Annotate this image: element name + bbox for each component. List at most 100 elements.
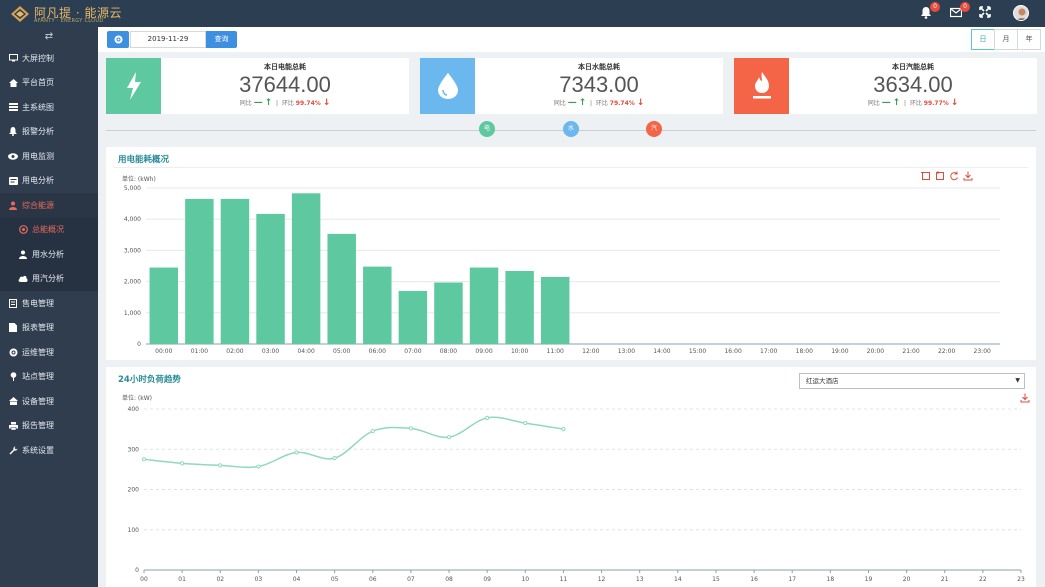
sidebar-item-main-diagram[interactable]: 主系统图 (0, 95, 98, 120)
bar (220, 198, 250, 344)
timeline-node-water[interactable]: 水 (563, 121, 579, 137)
pin-icon (8, 372, 18, 382)
electric-summary-card: 本日电能总耗 37644.00 同比 — ↑ | 环比 99.74% ↓ (106, 58, 409, 114)
x-tick-label: 05:00 (333, 348, 350, 355)
sidebar-toggle[interactable]: ⇄ (0, 27, 98, 46)
y-tick-label: 3,000 (124, 247, 141, 254)
date-input[interactable]: 2019-11-29 (130, 31, 206, 48)
tab-year[interactable]: 年 (1017, 29, 1041, 50)
card-title: 本日水能总耗 (578, 63, 620, 71)
bar (505, 270, 534, 344)
sidebar-item-site-management[interactable]: 站点管理 (0, 365, 98, 390)
zoom-reset-icon[interactable] (935, 171, 945, 181)
user-avatar-icon (1016, 8, 1028, 20)
yoy-label: 同比 (553, 100, 566, 107)
zoom-area-icon[interactable] (921, 171, 931, 181)
timeline-node-electric[interactable]: 电 (479, 121, 495, 137)
x-tick-label: 01 (178, 576, 186, 583)
sidebar-item-label: 总能概况 (32, 225, 64, 235)
tab-month[interactable]: 月 (994, 29, 1018, 50)
sidebar-item-label: 站点管理 (22, 372, 54, 382)
x-tick-label: 08:00 (440, 348, 457, 355)
sidebar-item-system-settings[interactable]: 系统设置 (0, 438, 98, 463)
bar (540, 276, 570, 344)
sidebar-item-sales-management[interactable]: 售电管理 (0, 291, 98, 316)
data-point (256, 464, 261, 469)
steam-summary-card: 本日汽能总耗 3634.00 同比 — ↑ | 环比 99.77% ↓ (734, 58, 1037, 114)
target-icon (18, 225, 28, 235)
data-point (294, 450, 299, 455)
x-tick-label: 05 (331, 576, 339, 583)
water-summary-card: 本日水能总耗 7343.00 同比 — ↑ | 环比 79.74% ↓ (420, 58, 723, 114)
card-value: 37644.00 (239, 72, 331, 97)
sidebar-item-operations[interactable]: 运维管理 (0, 340, 98, 365)
sidebar-item-power-analysis[interactable]: 用电分析 (0, 169, 98, 194)
brand-subtitle: AFANTY · ENERGY CLOUD (34, 18, 104, 24)
refresh-icon[interactable] (949, 171, 959, 181)
data-point (408, 426, 414, 431)
load-trend-panel: 24小时负荷趋势 红运大酒店 ▼ 单位: (kW) 0 100 200 300 400 0… (106, 367, 1036, 587)
sidebar-item-label: 大屏控制 (22, 53, 54, 63)
printer-icon (8, 421, 18, 430)
sidebar-item-report-manage[interactable]: 报告管理 (0, 414, 98, 439)
x-tick-label: 00:00 (155, 348, 172, 355)
x-tick-label: 04 (293, 576, 301, 583)
x-tick-label: 09:00 (475, 348, 492, 355)
sidebar-item-water-analysis[interactable]: 用水分析 (0, 242, 98, 267)
unit-label: 单位: (kWh) (122, 176, 156, 183)
settings-button[interactable] (107, 31, 129, 48)
bar (256, 213, 285, 344)
eye-icon (8, 153, 18, 160)
sidebar-item-home[interactable]: 平台首页 (0, 71, 98, 96)
user-avatar[interactable] (1013, 5, 1029, 21)
sidebar-item-label: 主系统图 (22, 102, 54, 112)
sidebar-item-integrated-energy[interactable]: 综合能源 (0, 193, 98, 218)
sidebar-item-device-management[interactable]: 设备管理 (0, 389, 98, 414)
mail-button[interactable]: 0 (949, 2, 970, 20)
site-select[interactable]: 红运大酒店 ▼ (799, 373, 1025, 389)
query-button[interactable]: 查询 (206, 31, 237, 48)
download-icon[interactable] (963, 171, 973, 181)
person-icon (18, 250, 28, 259)
x-tick-label: 20:00 (867, 348, 884, 355)
bar (398, 290, 428, 344)
x-tick-label: 16 (750, 576, 758, 583)
sidebar-item-label: 用电分析 (22, 176, 54, 186)
toolbar: 2019-11-29 查询 日 月 年 (98, 27, 1045, 52)
x-tick-label: 12:00 (582, 348, 599, 355)
brand-title: 阿凡提 · 能源云 (34, 6, 122, 20)
sidebar-item-alarm-analysis[interactable]: 报警分析 (0, 120, 98, 145)
sidebar-item-report-management[interactable]: 报表管理 (0, 316, 98, 341)
sidebar-item-energy-overview[interactable]: 总能概况 (0, 217, 98, 242)
data-point (446, 435, 452, 440)
bell-button[interactable]: 0 (920, 2, 940, 20)
tab-day[interactable]: 日 (971, 29, 995, 50)
data-point (218, 463, 223, 468)
sidebar-item-label: 报警分析 (22, 127, 54, 137)
download-icon[interactable] (1020, 393, 1030, 403)
load-line-chart: 0 100 200 300 400 00 01 02 03 04 05 06 07 08 09 10 11 12 1… (128, 406, 1025, 583)
main-content: 2019-11-29 查询 日 月 年 本日电能总耗 37644.00 同比 —… (98, 27, 1045, 587)
mail-badge: 0 (960, 2, 970, 12)
sidebar-item-label: 报告管理 (22, 421, 54, 431)
lightning-icon (106, 58, 161, 114)
brand-logo[interactable]: 阿凡提 · 能源云 AFANTY · ENERGY CLOUD (8, 3, 132, 25)
arrow-down-icon: ↓ (950, 98, 959, 108)
sidebar-item-dashboard-control[interactable]: 大屏控制 (0, 46, 98, 71)
sidebar-item-steam-analysis[interactable]: 用汽分析 (0, 266, 98, 291)
x-tick-label: 09 (483, 576, 491, 583)
arrow-up-icon: ↑ (892, 98, 901, 108)
fullscreen-button[interactable] (979, 6, 993, 20)
sidebar-item-label: 用汽分析 (32, 274, 64, 284)
sidebar-item-power-monitoring[interactable]: 用电监测 (0, 144, 98, 169)
bar (185, 198, 214, 344)
electric-bar-chart: 0 1,000 2,000 3,000 4,000 5,000 00:00 01:00 02:0… (124, 185, 1000, 355)
x-tick-label: 10:00 (511, 348, 528, 355)
arrow-down-icon: ↓ (322, 98, 331, 108)
report-icon (8, 323, 18, 333)
y-tick-label: 4,000 (124, 216, 141, 223)
x-tick-label: 11 (560, 576, 568, 583)
bell-badge: 0 (930, 2, 940, 12)
y-tick-label: 5,000 (124, 185, 141, 192)
timeline-node-steam[interactable]: 汽 (646, 121, 662, 137)
